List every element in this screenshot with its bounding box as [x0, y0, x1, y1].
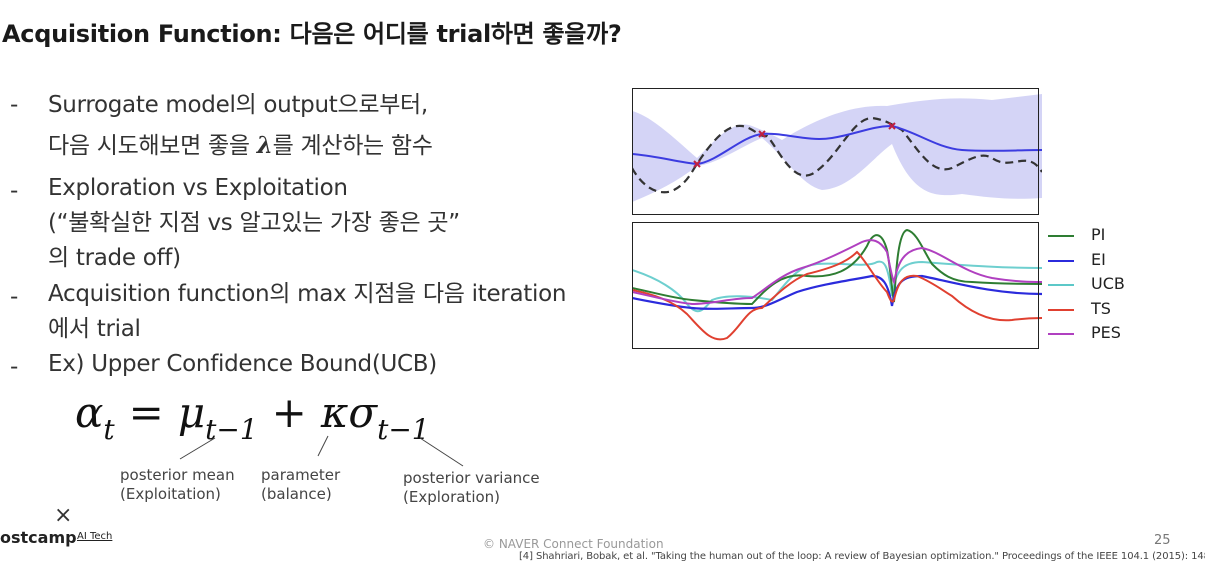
slide-title: Acquisition Function: 다음은 어디를 trial하면 좋을… — [2, 20, 622, 48]
annotation-parameter: parameter (balance) — [261, 466, 341, 503]
annotation-posterior-variance: posterior variance (Exploration) — [403, 469, 540, 506]
boostcamp-logo: ostcamp — [0, 528, 77, 547]
bullet-2-line-3: 의 trade off) — [48, 245, 181, 271]
lambda-symbol: λ — [256, 132, 273, 159]
plot-frame — [632, 222, 1039, 349]
page-number: 25 — [1154, 533, 1171, 548]
ts-curve — [632, 250, 1042, 341]
copyright-text: © NAVER Connect Foundation — [483, 537, 664, 551]
legend-swatch — [1048, 259, 1074, 262]
legend-swatch — [1048, 333, 1074, 335]
bullet-1-line-2: 다음 시도해보면 좋을 λ를 계산하는 함수 — [48, 132, 433, 159]
pi-curve — [632, 228, 1042, 306]
pes-curve — [632, 239, 1042, 306]
observation-markers — [693, 122, 896, 168]
bullet-2-line-2: (“불확실한 지점 vs 알고있는 가장 좋은 곳” — [48, 210, 460, 236]
reference-citation: [4] Shahriari, Bobak, et al. "Taking the… — [519, 551, 1205, 562]
surrogate-model-plot — [632, 88, 1042, 215]
bullet-marker: - — [10, 354, 19, 380]
legend-swatch — [1048, 308, 1074, 311]
legend-swatch — [1048, 284, 1074, 286]
ucb-curve — [632, 260, 1042, 313]
bullet-marker: - — [10, 178, 19, 204]
bullet-2-line-1: Exploration vs Exploitation — [48, 175, 348, 201]
legend-swatch — [1048, 235, 1074, 237]
bullet-1-line-1: Surrogate model의 output으로부터, — [48, 92, 428, 118]
ai-tech-label: AI Tech — [77, 531, 113, 542]
acquisition-functions-plot — [632, 222, 1042, 349]
plot-frame — [632, 88, 1039, 215]
bullet-marker: - — [10, 284, 19, 310]
bullet-marker: - — [10, 92, 19, 118]
bullet-3-line-1: Acquisition function의 max 지점을 다음 iterati… — [48, 281, 567, 307]
bullet-3-line-2: 에서 trial — [48, 316, 141, 342]
annotation-posterior-mean: posterior mean (Exploitation) — [120, 466, 235, 503]
ucb-formula: αt = μt−1 + κσt−1 — [75, 388, 430, 446]
logo-x-icon: × — [54, 503, 73, 528]
ei-curve — [632, 274, 1042, 310]
bullet-4-line-1: Ex) Upper Confidence Bound(UCB) — [48, 351, 437, 377]
